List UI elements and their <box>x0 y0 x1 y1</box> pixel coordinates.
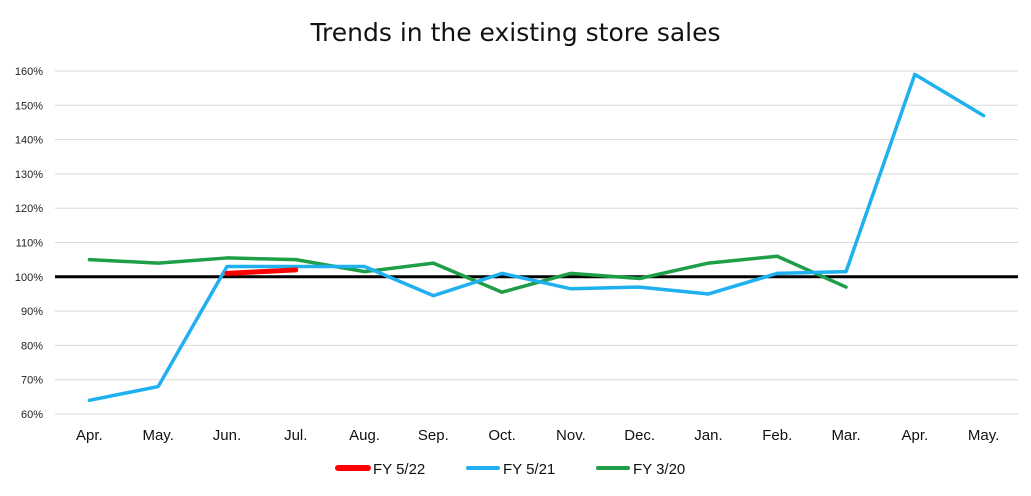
x-tick-label: Mar. <box>831 427 860 444</box>
x-tick-label: Jul. <box>284 427 307 444</box>
legend-label: FY 5/21 <box>503 461 555 478</box>
x-tick-label: Dec. <box>624 427 655 444</box>
series-line-fy-3-20 <box>87 254 848 294</box>
x-tick-label: May. <box>142 427 173 444</box>
legend-label: FY 5/22 <box>373 461 425 478</box>
x-tick-label: Jan. <box>694 427 722 444</box>
y-tick-label: 120% <box>15 203 43 215</box>
x-tick-label: Apr. <box>901 427 928 444</box>
x-tick-label: May. <box>968 427 999 444</box>
series-line-fy-5-22 <box>224 267 299 276</box>
x-tick-label: Oct. <box>488 427 516 444</box>
y-tick-label: 150% <box>15 100 43 112</box>
y-tick-label: 60% <box>21 409 43 421</box>
x-tick-label: Feb. <box>762 427 792 444</box>
chart-title: Trends in the existing store sales <box>310 18 721 47</box>
y-tick-label: 70% <box>21 375 43 387</box>
x-tick-label: Sep. <box>418 427 449 444</box>
series-line-fy-5-21 <box>87 72 986 403</box>
x-tick-label: Jun. <box>213 427 241 444</box>
y-tick-label: 130% <box>15 169 43 181</box>
y-tick-label: 100% <box>15 272 43 284</box>
y-tick-label: 140% <box>15 135 43 147</box>
y-tick-label: 80% <box>21 340 43 352</box>
x-tick-label: Apr. <box>76 427 103 444</box>
legend-label: FY 3/20 <box>633 461 685 478</box>
y-tick-label: 90% <box>21 306 43 318</box>
x-tick-label: Aug. <box>349 427 380 444</box>
x-tick-label: Nov. <box>556 427 586 444</box>
y-tick-label: 160% <box>15 66 43 78</box>
y-tick-label: 110% <box>16 238 44 250</box>
